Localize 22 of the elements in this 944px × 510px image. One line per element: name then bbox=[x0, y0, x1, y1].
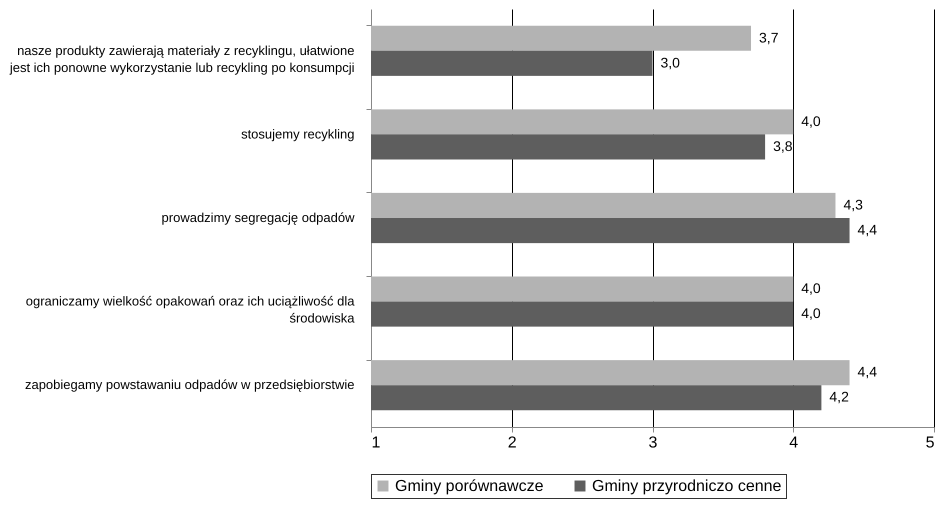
y-tick-label: stosujemy recykling bbox=[241, 126, 354, 142]
data-label: 4,3 bbox=[843, 196, 864, 212]
x-tick-label: 3 bbox=[648, 434, 658, 452]
data-label: 3,0 bbox=[660, 54, 680, 70]
x-tick-label: 4 bbox=[789, 434, 798, 452]
x-tick-label: 5 bbox=[926, 434, 935, 452]
data-label: 4,0 bbox=[801, 280, 821, 296]
legend-label: Gminy porównawcze bbox=[395, 478, 544, 495]
y-tick-label: nasze produkty zawierają materiały z recyklingu, ułatwione jest ich ponowne wykorzystanie lub recykling po konsumpcji bbox=[8, 42, 355, 75]
data-label: 3,7 bbox=[759, 29, 779, 46]
y-tick-label: prowadzimy segregację odpadów bbox=[162, 210, 356, 225]
data-label: 4,0 bbox=[801, 112, 821, 129]
data-label: 3,8 bbox=[773, 138, 793, 154]
y-tick-label: zapobiegamy powstawaniu odpadów w przedsiębiorstwie bbox=[24, 377, 354, 392]
legend-label: Gminy przyrodniczo cenne bbox=[592, 478, 782, 495]
x-tick-label: 2 bbox=[508, 434, 517, 452]
data-label: 4,0 bbox=[801, 305, 821, 322]
data-label: 4,4 bbox=[858, 364, 878, 380]
data-label: 4,2 bbox=[829, 388, 850, 405]
data-label: 4,4 bbox=[858, 222, 878, 238]
y-tick-label: ograniczamy wielkość opakowań oraz ich uciążliwość dla środowiska bbox=[26, 294, 356, 326]
x-tick-label: 1 bbox=[372, 434, 380, 452]
